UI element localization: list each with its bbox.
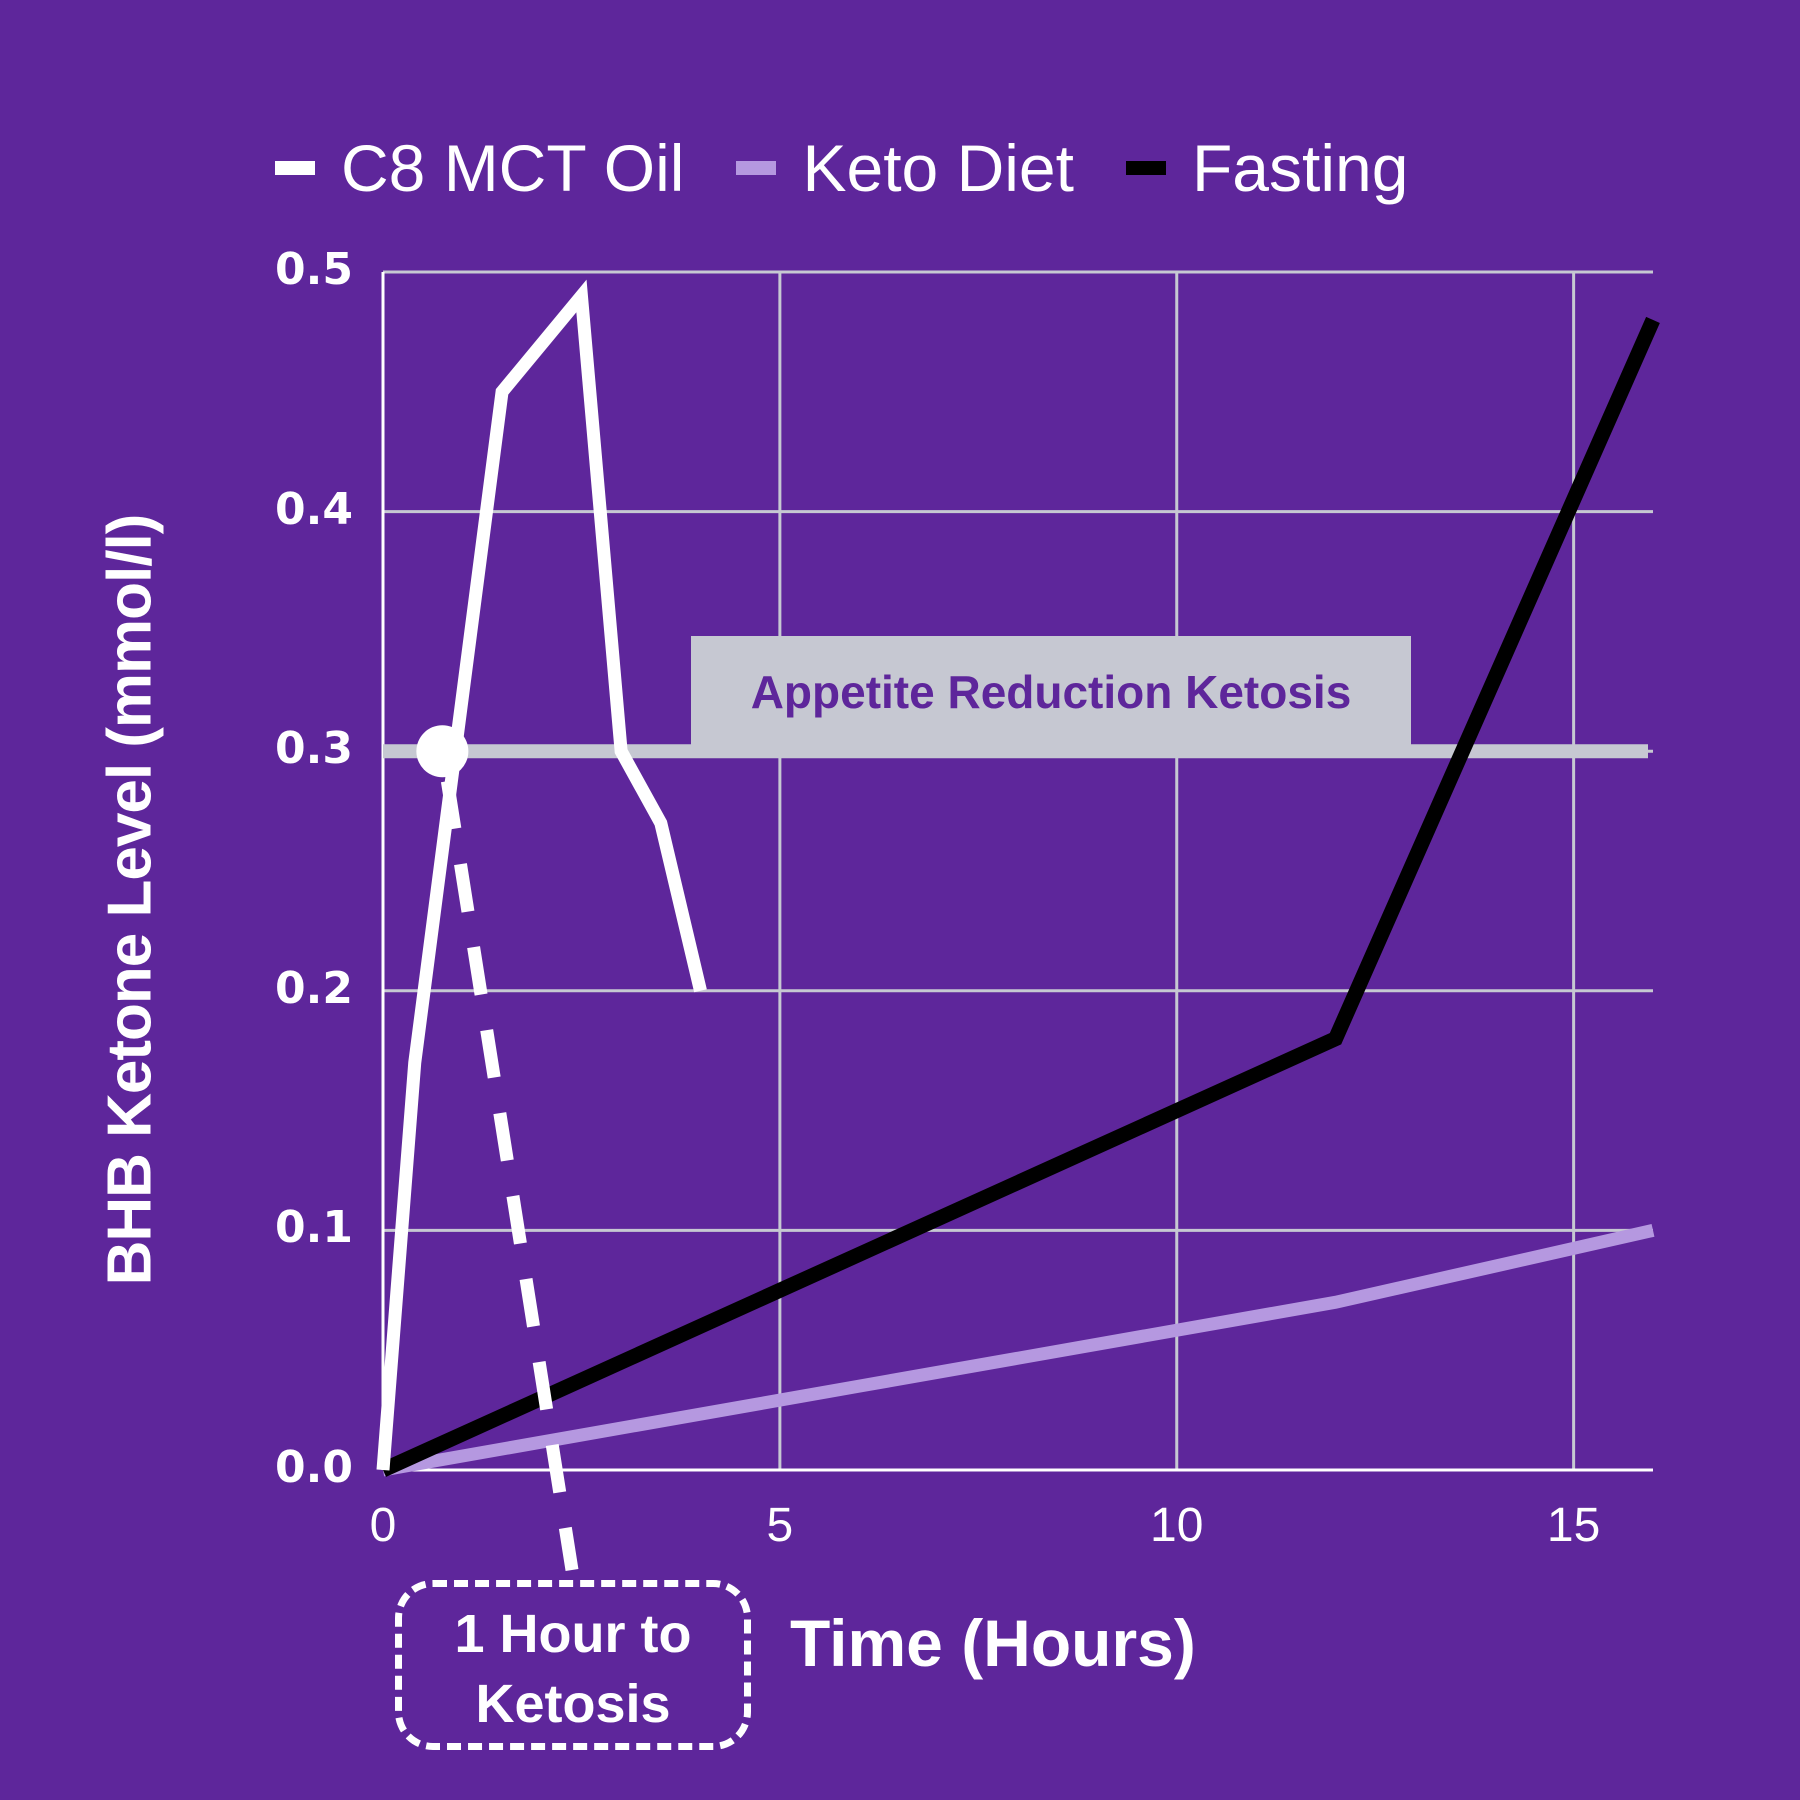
x-tick-label: 0	[369, 1499, 397, 1552]
legend-swatch-keto	[736, 161, 777, 175]
y-tick-label: 0.4	[275, 483, 353, 535]
x-tick-label: 10	[1150, 1499, 1204, 1552]
marker-dot	[416, 725, 469, 778]
threshold-label: Appetite Reduction Ketosis	[691, 636, 1411, 748]
annotation-line-1: 1 Hour to	[454, 1604, 692, 1664]
grid	[381, 270, 1653, 1472]
annotation-line-2: Ketosis	[475, 1674, 671, 1734]
y-tick-label: 0.0	[275, 1442, 353, 1493]
legend-item-keto: Keto Diet	[736, 130, 1074, 206]
series-line-fasting	[379, 316, 1660, 1477]
y-tick-label: 0.5	[275, 244, 353, 295]
y-tick-label: 0.3	[275, 723, 353, 775]
legend-item-c8: C8 MCT Oil	[275, 130, 684, 206]
legend-label-keto: Keto Diet	[802, 131, 1074, 205]
x-axis-label: Time (Hours)	[790, 1606, 1196, 1680]
legend-label-c8: C8 MCT Oil	[341, 131, 685, 205]
legend-swatch-fasting	[1125, 161, 1166, 175]
series-group	[376, 279, 1660, 1477]
legend-swatch-c8	[275, 161, 315, 175]
legend: C8 MCT Oil Keto Diet Fasting	[275, 130, 1460, 206]
series-line-c8-mct-oil	[376, 279, 707, 1471]
marker-group	[416, 725, 579, 1572]
y-axis-label: BHB Ketone Level (mmol/l)	[95, 514, 165, 1286]
x-tick-label: 5	[766, 1499, 794, 1552]
x-tick-label: 15	[1546, 1499, 1601, 1552]
y-tick-label: 0.2	[275, 962, 353, 1014]
y-tick-label: 0.1	[275, 1202, 353, 1254]
legend-item-fasting: Fasting	[1125, 130, 1409, 206]
series-line-keto-diet	[381, 1224, 1655, 1477]
legend-label-fasting: Fasting	[1191, 131, 1409, 205]
ketosis-annotation: 1 Hour to Ketosis	[395, 1580, 751, 1750]
